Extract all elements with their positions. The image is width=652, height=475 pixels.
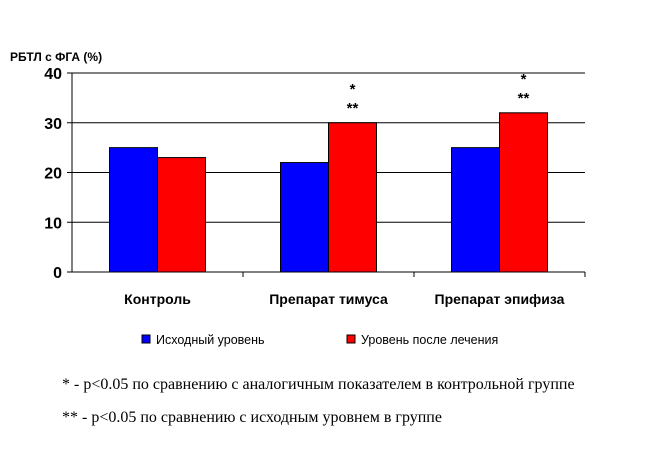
legend-swatch (141, 334, 151, 344)
bar-after-treatment (499, 112, 548, 273)
footnote-1: * - p<0.05 по сравнению с аналогичным по… (62, 376, 575, 393)
legend-swatch (346, 334, 356, 344)
y-tick-label: 40 (44, 66, 62, 83)
bars (109, 112, 548, 273)
y-tick-label: 10 (44, 215, 62, 232)
axes (67, 72, 586, 277)
bar-after-treatment (157, 157, 206, 273)
y-axis-label: РБТЛ с ФГА (%) (10, 50, 102, 64)
legend-label: Уровень после лечения (361, 333, 498, 347)
category-labels: Контроль Препарат тимуса Препарат эпифиза (124, 291, 565, 307)
bar-baseline (451, 147, 500, 273)
y-tick-labels: 0 10 20 30 40 (44, 66, 62, 282)
category-label: Препарат тимуса (269, 291, 388, 307)
significance-mark: ** (347, 100, 359, 117)
bar-baseline (280, 162, 329, 273)
y-tick-label: 30 (44, 116, 62, 133)
legend-label: Исходный уровень (156, 333, 265, 347)
significance-mark: * (350, 81, 356, 98)
legend: Исходный уровень Уровень после лечения (141, 333, 498, 347)
category-label: Контроль (124, 291, 191, 307)
y-tick-label: 0 (53, 265, 62, 282)
significance-marks: ****** (347, 71, 530, 117)
bar-baseline (109, 147, 158, 273)
footnote-2: ** - p<0.05 по сравнению с исходным уров… (62, 409, 442, 426)
significance-mark: ** (518, 90, 530, 107)
category-label: Препарат эпифиза (435, 291, 565, 307)
y-tick-label: 20 (44, 166, 62, 183)
significance-mark: * (521, 71, 527, 88)
bar-after-treatment (328, 122, 377, 273)
